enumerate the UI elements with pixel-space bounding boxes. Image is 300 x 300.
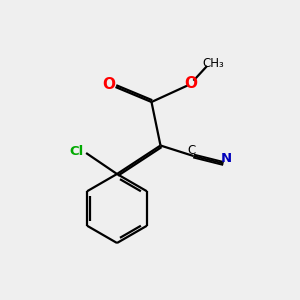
Text: Cl: Cl [69,145,84,158]
Text: O: O [102,77,116,92]
Text: O: O [184,76,197,91]
Text: CH₃: CH₃ [203,56,224,70]
Text: C: C [188,144,196,158]
Text: N: N [220,152,232,165]
